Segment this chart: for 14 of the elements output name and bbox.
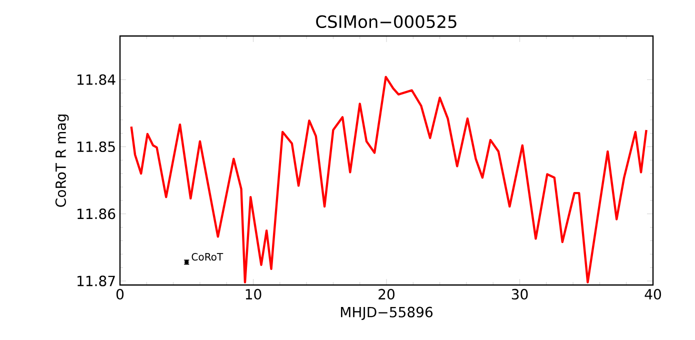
y-tick-label: 11.87: [78, 276, 115, 286]
x-axis-title: MHJD−55896: [340, 306, 433, 320]
y-tick-label: 11.84: [78, 74, 116, 85]
chart-title: CSIMon−000525: [316, 15, 456, 28]
y-axis-title: CoRoT R mag: [55, 114, 69, 207]
x-tick-label: 10: [246, 288, 262, 300]
x-tick-label: 40: [644, 288, 661, 300]
y-tick-label: 11.85: [78, 141, 115, 152]
x-tick-label: 20: [378, 288, 394, 300]
x-tick-label: 30: [512, 288, 528, 300]
x-tick-label: 0: [116, 288, 124, 300]
y-tick-label: 11.86: [78, 208, 116, 220]
annotation: CoRoT: [192, 253, 224, 261]
line-series: [130, 76, 648, 284]
